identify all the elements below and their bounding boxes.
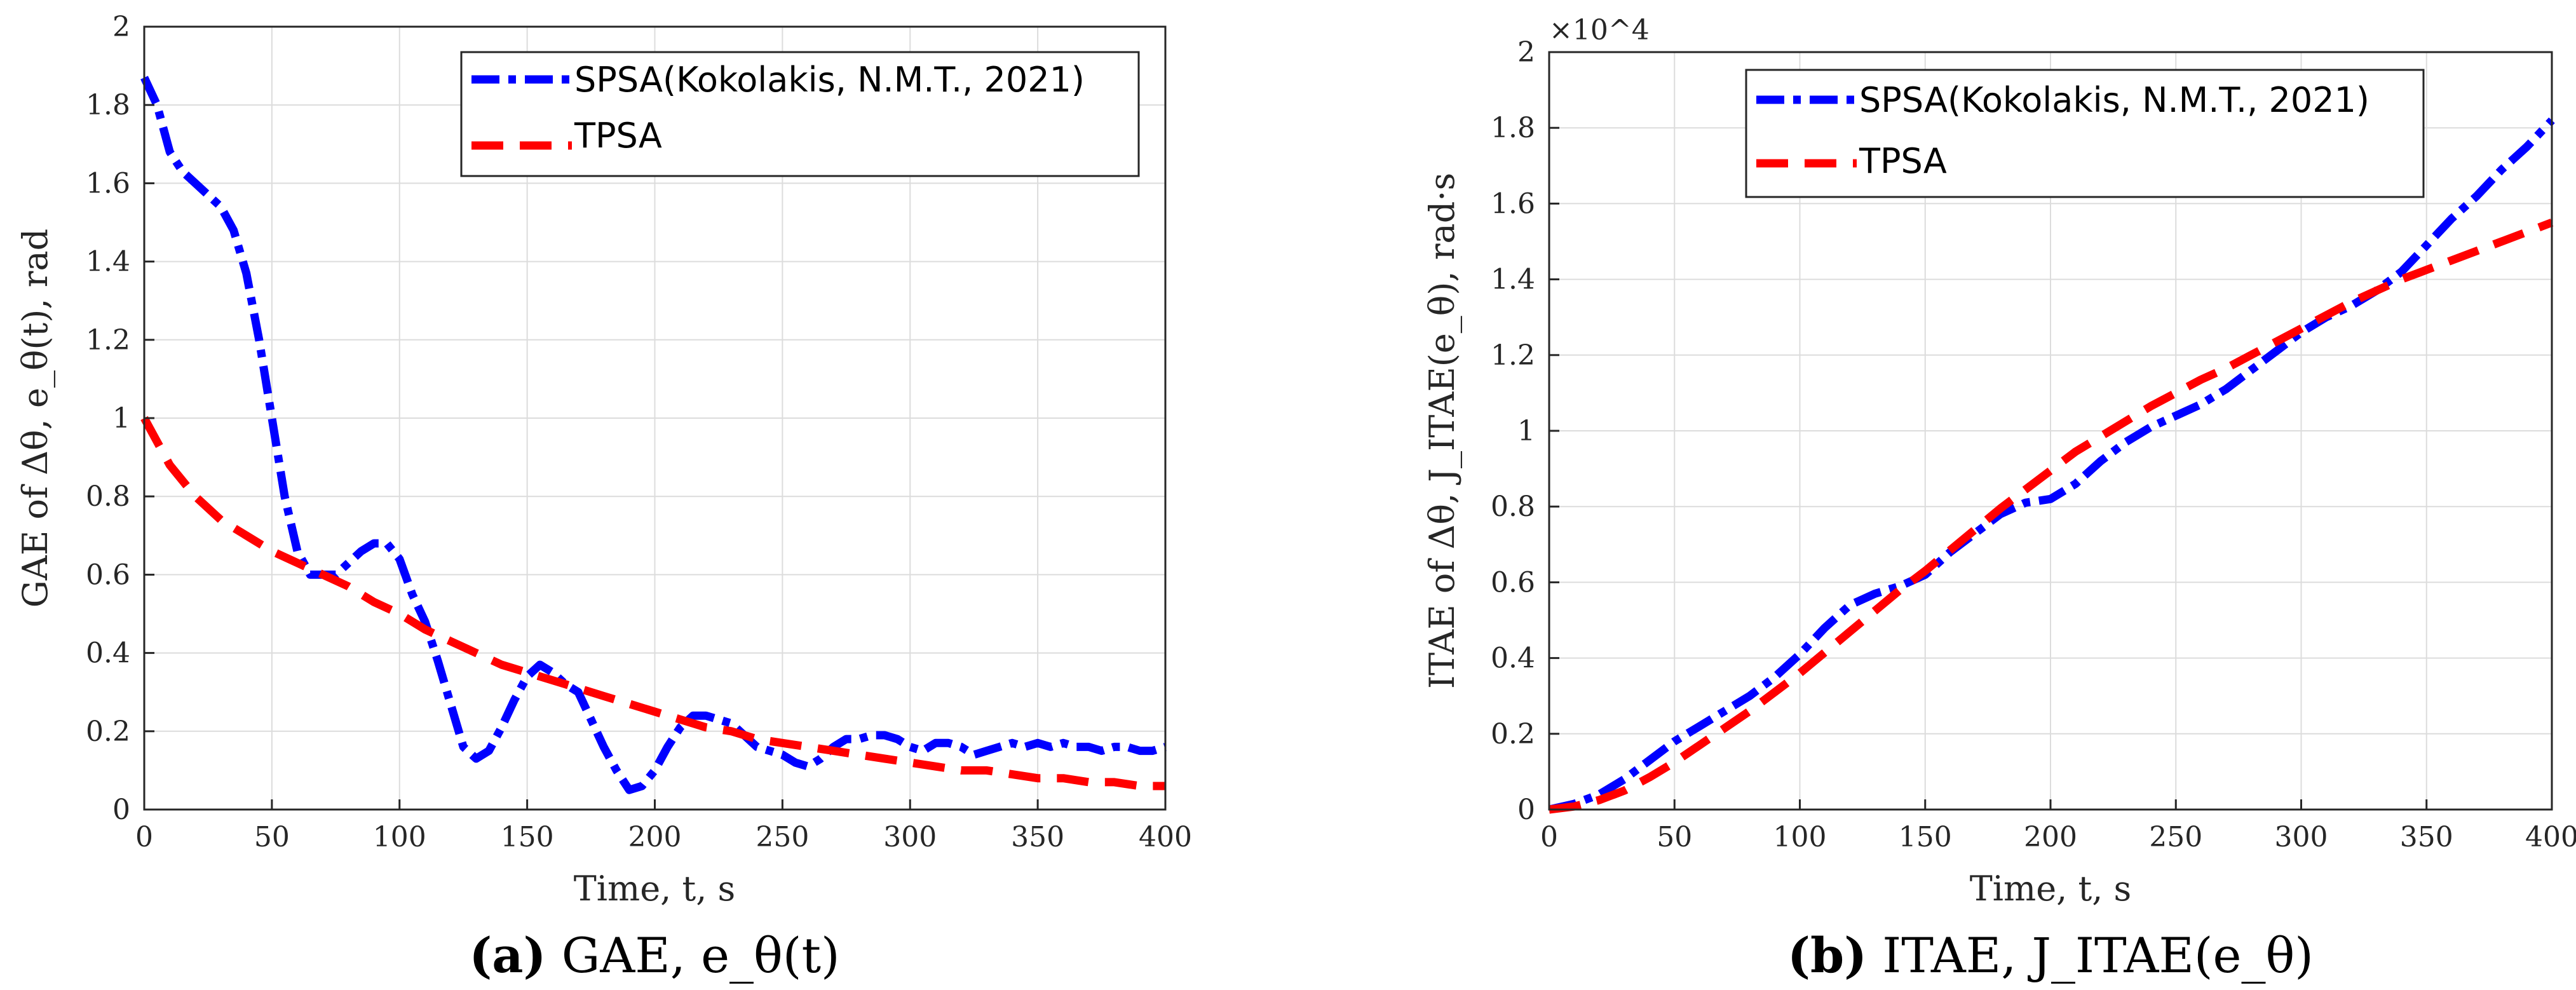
caption-letter-a: (a) xyxy=(469,927,546,984)
y-tick-label: 0.8 xyxy=(86,480,130,513)
y-tick-label: 0 xyxy=(1517,794,1535,826)
caption-b: (b) ITAE, J_ITAE(e_θ) xyxy=(1787,927,2314,984)
x-tick-label: 150 xyxy=(1899,821,1952,853)
x-tick-label: 400 xyxy=(1139,821,1192,853)
y-tick-label: 0.2 xyxy=(1491,718,1535,750)
x-tick-label: 100 xyxy=(1773,821,1827,853)
y-tick-label: 2 xyxy=(112,11,130,43)
x-tick-label: 250 xyxy=(2149,821,2202,853)
y-tick-label: 2 xyxy=(1517,36,1535,69)
y-tick-label: 1.2 xyxy=(86,324,130,356)
x-tick-label: 350 xyxy=(1011,821,1064,853)
series-lines-b xyxy=(1548,117,2555,814)
y-tick-label: 1.2 xyxy=(1491,339,1535,372)
series-lines-a xyxy=(140,76,1167,794)
x-tick-label: 350 xyxy=(2400,821,2453,853)
x-tick-label: 300 xyxy=(2275,821,2328,853)
series-line-tpsa-a xyxy=(140,416,1165,790)
y-exponent-label-b: ×10^4 xyxy=(1549,14,1650,46)
tick-labels-b: 0 50 100 150 200 250 300 350 400 0 0.2 0.4 0.6 0.8 1 1.… xyxy=(1491,36,2576,853)
series-line-tpsa-b xyxy=(1549,219,2554,814)
x-tick-label: 400 xyxy=(2525,821,2576,853)
y-tick-label: 0 xyxy=(112,794,130,826)
legend-b: SPSA(Kokolakis, N.M.T., 2021) TPSA xyxy=(1745,69,2425,198)
x-tick-label: 300 xyxy=(883,821,937,853)
y-tick-label: 1.6 xyxy=(86,167,130,200)
x-tick-label: 0 xyxy=(1540,821,1558,853)
y-tick-label: 1.4 xyxy=(1491,264,1535,296)
x-tick-label: 250 xyxy=(756,821,809,853)
y-tick-label: 1.6 xyxy=(1491,187,1535,220)
caption-a: (a) GAE, e_θ(t) xyxy=(469,927,839,984)
x-tick-label: 200 xyxy=(628,821,682,853)
y-tick-label: 0.4 xyxy=(1491,642,1535,675)
tick-labels-a: 0 50 100 150 200 250 300 350 400 0 0.2 0.4 0.6 0.8 1 1.… xyxy=(86,11,1192,853)
x-axis-label-a: Time, t, s xyxy=(574,869,736,909)
y-tick-label: 1 xyxy=(1517,415,1535,447)
series-line-spsa-a xyxy=(140,76,1167,794)
y-tick-label: 1.8 xyxy=(1491,112,1535,144)
legend-box-a xyxy=(460,51,1140,177)
legend-box-b xyxy=(1745,69,2425,198)
x-tick-label: 200 xyxy=(2024,821,2077,853)
y-axis-label-a: GAE of Δθ, e_θ(t), rad xyxy=(15,229,55,607)
caption-text-b: ITAE, J_ITAE(e_θ) xyxy=(1882,927,2314,984)
legend-a: SPSA(Kokolakis, N.M.T., 2021) TPSA xyxy=(460,51,1140,177)
legend-label-spsa-a: SPSA(Kokolakis, N.M.T., 2021) xyxy=(574,60,1085,100)
x-tick-label: 100 xyxy=(373,821,426,853)
y-tick-label: 0.6 xyxy=(1491,566,1535,599)
y-tick-label: 1 xyxy=(112,402,130,435)
y-tick-label: 0.8 xyxy=(1491,491,1535,523)
legend-label-tpsa-b: TPSA xyxy=(1859,141,1947,181)
y-tick-label: 0.6 xyxy=(86,559,130,591)
legend-label-tpsa-a: TPSA xyxy=(574,116,662,156)
x-tick-label: 50 xyxy=(254,821,290,853)
y-tick-label: 0.4 xyxy=(86,637,130,670)
y-tick-label: 1.4 xyxy=(86,246,130,278)
legend-label-spsa-b: SPSA(Kokolakis, N.M.T., 2021) xyxy=(1859,80,2369,120)
x-tick-label: 50 xyxy=(1657,821,1692,853)
chart-panel-a: 0 50 100 150 200 250 300 350 400 0 0.2 0.4 0.6 0.8 1 1.… xyxy=(15,11,1192,984)
caption-text-a: GAE, e_θ(t) xyxy=(562,927,840,984)
y-axis-label-b: ITAE of Δθ, J_ITAE(e_θ), rad·s xyxy=(1422,173,1462,689)
y-tick-label: 1.8 xyxy=(86,89,130,121)
caption-letter-b: (b) xyxy=(1787,927,1867,984)
y-tick-label: 0.2 xyxy=(86,715,130,748)
x-tick-label: 150 xyxy=(501,821,554,853)
x-tick-label: 0 xyxy=(135,821,153,853)
x-axis-label-b: Time, t, s xyxy=(1970,869,2132,909)
chart-panel-b: 0 50 100 150 200 250 300 350 400 0 0.2 0.4 0.6 0.8 1 1.… xyxy=(1422,14,2576,984)
